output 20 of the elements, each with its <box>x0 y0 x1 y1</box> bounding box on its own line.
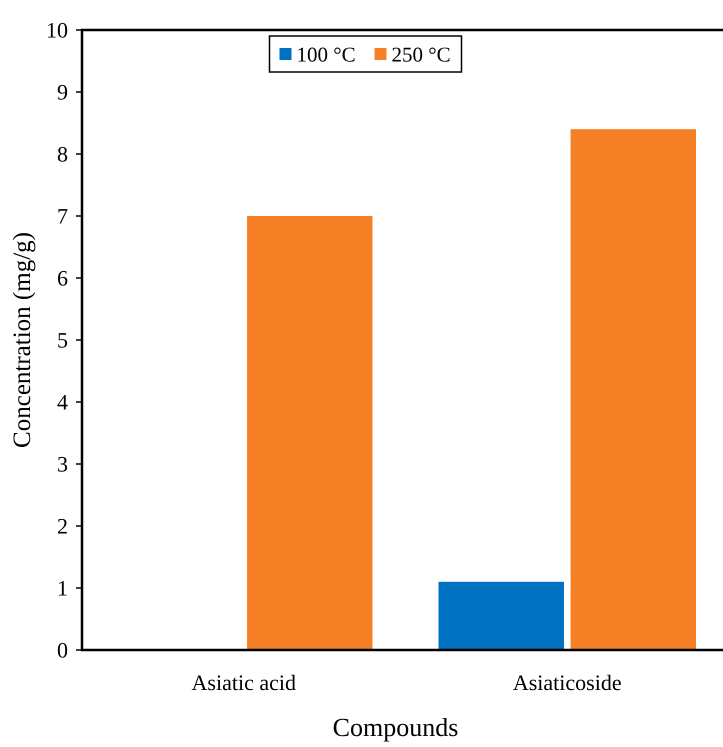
y-tick-label: 8 <box>57 142 68 167</box>
y-tick-label: 6 <box>57 266 68 291</box>
y-tick-label: 1 <box>57 576 68 601</box>
x-tick-label: Asiatic acid <box>192 670 296 695</box>
y-tick-label: 3 <box>57 452 68 477</box>
x-axis-title: Compounds <box>332 713 458 742</box>
y-tick-label: 7 <box>57 204 68 229</box>
y-tick-label: 10 <box>46 18 68 43</box>
y-tick-label: 5 <box>57 328 68 353</box>
y-tick-label: 9 <box>57 80 68 105</box>
bar <box>247 216 372 650</box>
y-tick-label: 4 <box>57 390 68 415</box>
legend-label: 250 °C <box>392 42 451 66</box>
bar <box>438 582 564 650</box>
legend-label: 100 °C <box>296 42 356 66</box>
y-tick-label: 2 <box>57 514 68 539</box>
y-axis-title: Concentration (mg/g) <box>9 232 36 448</box>
x-tick-label: Asiaticoside <box>512 670 622 695</box>
bar <box>570 129 696 650</box>
y-tick-label: 0 <box>57 638 68 663</box>
